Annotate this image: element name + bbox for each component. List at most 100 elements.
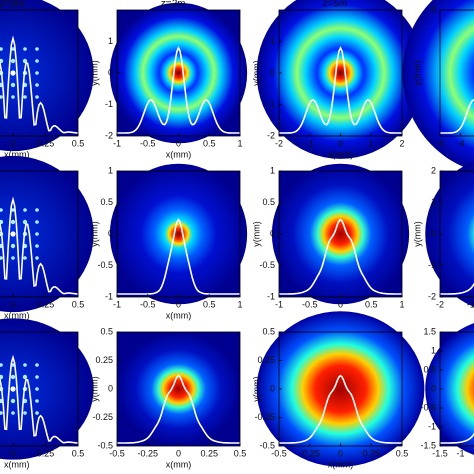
- grid-spot: [23, 256, 27, 260]
- grid-spot: [35, 375, 39, 379]
- grid-spot: [0, 363, 3, 367]
- y-tick-label: -1: [428, 260, 436, 270]
- intensity-map: [109, 163, 248, 305]
- grid-spot: [35, 411, 39, 415]
- y-tick-label: -0.5: [420, 402, 436, 412]
- x-tick-label: -1.5: [432, 448, 448, 458]
- grid-spot: [35, 59, 39, 63]
- grid-spot: [23, 363, 27, 367]
- grid-spot: [0, 47, 3, 51]
- panel-title: z=0m: [0, 0, 25, 10]
- x-tick-label: -0.5: [140, 299, 156, 309]
- grid-spot: [23, 47, 27, 51]
- y-axis-label: y(mm): [251, 221, 261, 247]
- profile-curve: [440, 282, 474, 295]
- x-tick-label: 0: [10, 448, 15, 458]
- grid-spot: [0, 58, 4, 64]
- grid-spot: [35, 232, 39, 236]
- grid-spot: [22, 374, 28, 380]
- y-tick-label: -0.5: [259, 440, 275, 450]
- y-axis-label: y(mm): [89, 221, 99, 247]
- x-tick-label: 0: [10, 299, 15, 309]
- y-tick-label: 0.5: [100, 326, 113, 336]
- x-tick-label: 0: [10, 138, 15, 148]
- x-tick-label: -2: [275, 138, 283, 148]
- grid-spot: [10, 82, 16, 88]
- x-tick-label: -6: [436, 138, 444, 148]
- y-tick-label: 0: [270, 228, 275, 238]
- y-tick-label: -0.25: [254, 412, 275, 422]
- x-tick-label: -4: [456, 138, 464, 148]
- profile-curve: [279, 374, 402, 444]
- grid-spot: [10, 398, 16, 404]
- intensity-map: [402, 0, 474, 171]
- grid-spot: [10, 386, 16, 392]
- x-axis-label: x(mm): [328, 459, 354, 469]
- grid-spot: [35, 83, 39, 87]
- intensity-map: [425, 161, 474, 307]
- y-tick-label: 0: [270, 383, 275, 393]
- grid-spot: [35, 208, 39, 212]
- y-tick-label: 0: [270, 67, 275, 77]
- y-axis-label: y(mm): [412, 60, 422, 86]
- y-tick-label: -1: [267, 99, 275, 109]
- y-tick-label: 0.25: [95, 355, 113, 365]
- grid-spot: [35, 363, 39, 367]
- y-axis-label: y(mm): [89, 60, 99, 86]
- profile-curve: [0, 354, 79, 444]
- y-tick-label: 0.5: [100, 197, 113, 207]
- y-axis-label: y(mm): [412, 221, 422, 247]
- grid-spot: [35, 399, 39, 403]
- x-tick-label: 0.5: [203, 138, 216, 148]
- x-tick-label: 1: [237, 138, 242, 148]
- profile-curve: [0, 196, 79, 295]
- y-tick-label: 1: [108, 36, 113, 46]
- y-tick-label: 2: [431, 165, 436, 175]
- profile-curve: [117, 374, 240, 444]
- grid-spot: [35, 387, 39, 391]
- y-tick-label: 1: [431, 197, 436, 207]
- grid-spot: [35, 256, 39, 260]
- intensity-map: [109, 2, 248, 144]
- grid-spot: [11, 95, 15, 99]
- x-tick-label: -2: [436, 299, 444, 309]
- y-tick-label: 0.25: [257, 355, 275, 365]
- profile-curve: [0, 35, 79, 134]
- y-tick-label: -0.5: [259, 260, 275, 270]
- x-tick-label: 0.25: [37, 138, 55, 148]
- intensity-map: [0, 0, 94, 152]
- grid-spot: [35, 220, 39, 224]
- profile-curve: [117, 46, 240, 134]
- intensity-map: [256, 0, 425, 159]
- y-tick-label: -0.5: [97, 260, 113, 270]
- y-tick-label: -1: [105, 291, 113, 301]
- y-tick-label: -1.5: [420, 440, 436, 450]
- x-axis-label: x(mm): [328, 149, 354, 159]
- x-tick-label: 0: [338, 299, 343, 309]
- grid-spot: [11, 256, 15, 260]
- x-tick-label: -1: [113, 138, 121, 148]
- x-tick-label: 0.25: [37, 299, 55, 309]
- intensity-map: [425, 323, 474, 455]
- x-tick-label: 1: [369, 138, 374, 148]
- x-tick-label: 0: [176, 138, 181, 148]
- grid-spot: [23, 95, 27, 99]
- profile-curve: [279, 218, 402, 295]
- x-axis-label: x(mm): [166, 149, 192, 159]
- grid-spot: [0, 256, 3, 260]
- grid-spot: [22, 58, 28, 64]
- x-tick-label: 0.25: [200, 448, 218, 458]
- grid-spot: [35, 244, 39, 248]
- x-tick-label: -0.25: [137, 448, 158, 458]
- grid-spot: [22, 219, 28, 225]
- grid-spot: [23, 411, 27, 415]
- grid-spot: [11, 411, 15, 415]
- x-tick-label: 1: [399, 299, 404, 309]
- x-axis-label: x(mm): [4, 459, 30, 469]
- x-tick-label: -0.5: [140, 138, 156, 148]
- x-tick-label: 0.5: [396, 448, 409, 458]
- x-tick-label: 0: [338, 138, 343, 148]
- x-tick-label: 0.5: [365, 299, 378, 309]
- x-tick-label: 0: [176, 299, 181, 309]
